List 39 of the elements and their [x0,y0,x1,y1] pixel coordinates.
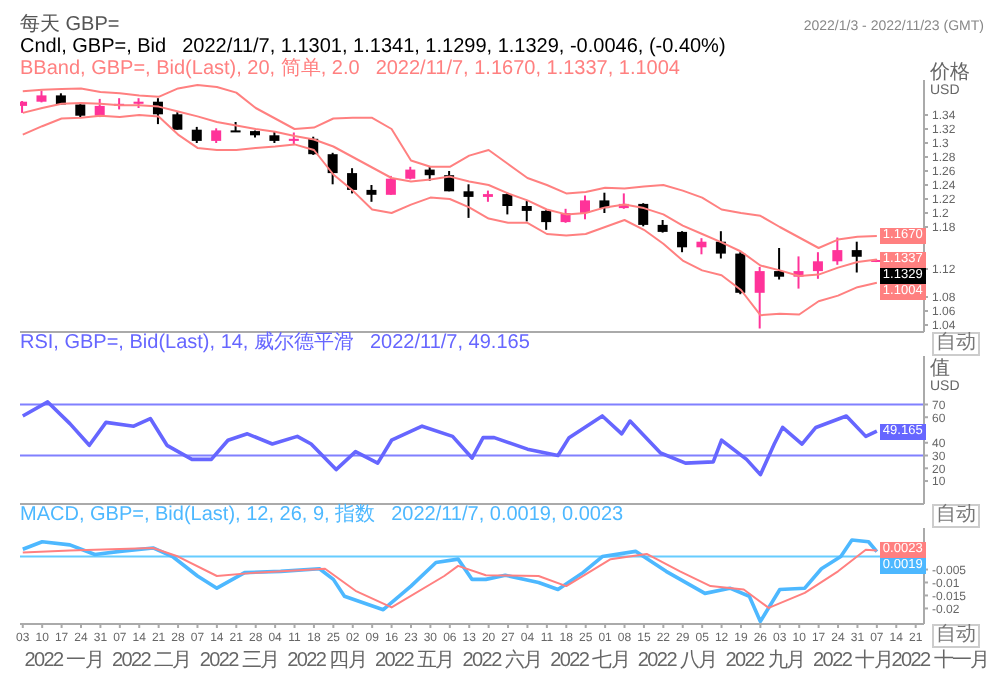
text: 2022 五月 [374,650,454,672]
text: 2022 三月 [199,650,279,672]
candlestick [521,200,532,223]
candlestick [735,251,746,296]
text: 2022 四月 [287,650,367,672]
series-label: MACD, GBP=, Bid(Last), 12, 26, 9, 指数 [20,504,376,526]
candlestick [579,194,590,221]
annotation: 2022/11/7, 49.165 [370,332,530,354]
text: 2022 九月 [725,650,805,672]
text: 2022 一月 [24,650,104,672]
candlestick [754,265,765,330]
text: 2022 七月 [550,650,630,672]
text: RSI, GBP=, Bid(Last), 14, 威尔德平滑 [20,332,354,354]
candlestick [677,230,688,254]
text: 2022/11/7, 1.1670, 1.1337, 1.1004 [375,58,680,80]
text: 2022 十一月 [891,650,989,672]
text: 2022/11/7, 1.1301, 1.1341, 1.1299, 1.1329, -0.0046, (-0.40%) [182,36,726,58]
auto-button: 自动 [932,624,980,648]
candlestick [715,230,726,260]
candlestick [347,167,358,195]
chart-title: 每天 GBP= [20,14,120,36]
candlestick [832,236,843,266]
candlestick [812,251,823,280]
text: Cndl, GBP=, Bid [20,36,167,58]
candlestick [541,209,552,231]
text: 2022 六月 [462,650,542,672]
candlestick [774,247,785,281]
text: 2022 二月 [112,650,191,672]
line-series [20,538,879,624]
auto-button: 自动 [932,332,980,356]
annotation: 2022/11/7, 0.0019, 0.0023 [391,504,624,526]
text: 2022 十月 [813,650,892,672]
candlestick [385,174,396,196]
auto-button: 自动 [932,504,980,528]
series-label: BBand, GBP=, Bid(Last), 20, 简单, 2.0 [20,58,360,80]
candlestick [851,240,862,274]
candlestick [327,151,338,186]
candlestick [463,183,474,219]
text: 2022 八月 [637,650,717,672]
